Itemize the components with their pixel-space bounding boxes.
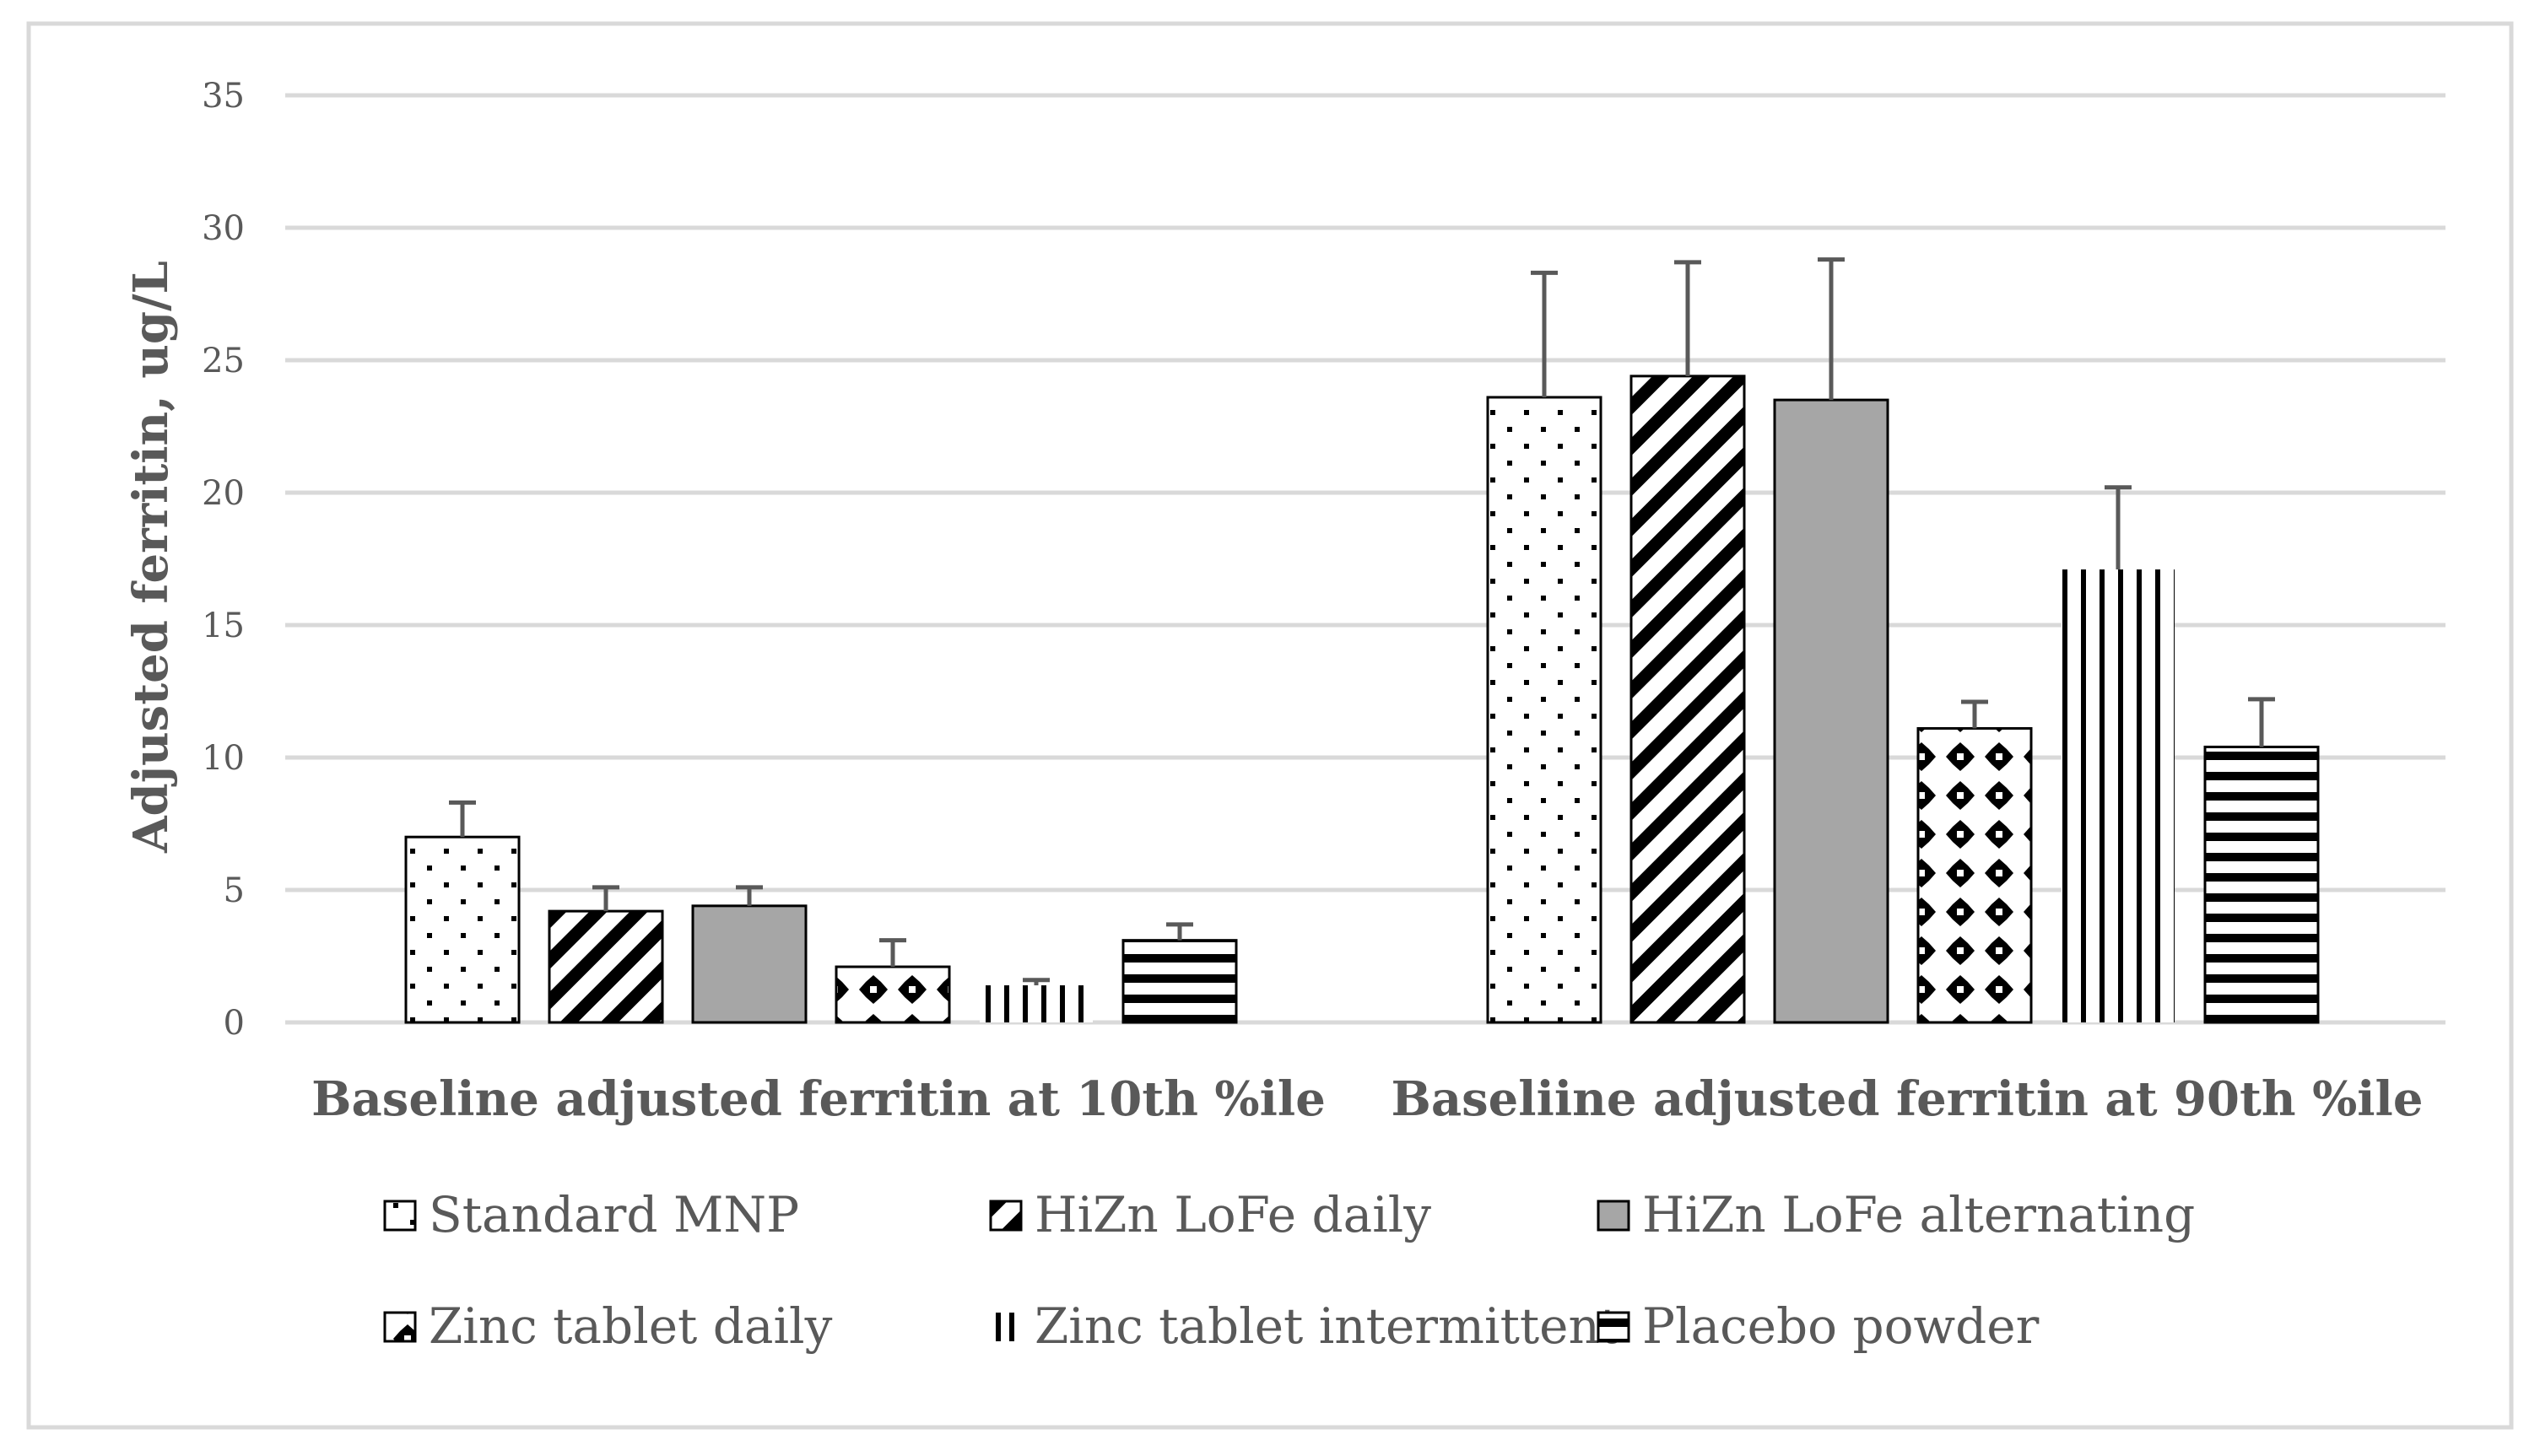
bar-vertical-1 [2062,569,2175,1022]
error-bars [449,257,2275,986]
x-category-label: Baseline adjusted ferritin at 10th %ile [311,1071,1326,1127]
error-bar [1166,922,1193,941]
y-tick-label: 25 [202,342,245,380]
legend-label: HiZn LoFe daily [1035,1186,1431,1243]
legend-swatch [1597,1200,1630,1232]
legend-item: Placebo powder [1597,1297,2040,1355]
legend-item: HiZn LoFe daily [989,1186,1431,1243]
error-bar [2248,697,2275,747]
bar-dots-0 [404,835,521,1024]
legend-swatch [1009,1313,1014,1341]
bar-solid-0 [691,904,808,1024]
legend-swatch [996,1313,1001,1341]
legend-item: Zinc tablet daily [383,1297,833,1355]
y-tick-label: 10 [202,739,245,778]
bars [404,375,2320,1024]
error-bar [1961,699,1988,729]
y-tick-label: 35 [202,77,245,116]
error-bar [1818,257,1845,401]
bar-horizontal-0 [1121,939,1238,1024]
error-bar [1674,260,1701,376]
legend-label: Standard MNP [429,1186,799,1243]
legend-item: HiZn LoFe alternating [1597,1186,2195,1243]
error-bar [2105,485,2132,570]
bar-dots-1 [1486,396,1602,1024]
bar-diamonds-0 [835,965,951,1024]
bar-vertical-0 [980,985,1093,1022]
bar-horizontal-1 [2203,745,2320,1024]
error-bar [1023,978,1050,986]
error-bar [592,885,619,912]
error-bar [1531,270,1558,397]
legend: Standard MNP HiZn LoFe daily HiZn LoFe alt… [383,1186,2195,1355]
y-tick-label: 15 [202,607,245,645]
legend-label: Zinc tablet intermittent [1035,1297,1619,1355]
error-bar [736,885,763,906]
error-bar [449,800,476,838]
legend-swatch [989,1200,1023,1232]
y-tick-label: 0 [224,1004,245,1043]
bar-diagonal-1 [1629,375,1746,1024]
y-axis-label: Adjusted ferritin, ug/L [123,261,179,854]
y-tick-label: 20 [202,474,245,513]
y-tick-label: 30 [202,209,245,248]
bar-diamonds-1 [1916,726,2033,1024]
legend-swatch [383,1200,417,1232]
legend-label: Placebo powder [1642,1297,2040,1355]
x-axis-categories: Baseline adjusted ferritin at 10th %ile B… [311,1071,2423,1127]
error-bar [879,938,906,968]
y-axis-ticks: 0 5 10 15 20 25 30 35 [202,77,245,1043]
legend-label: Zinc tablet daily [429,1297,833,1355]
legend-item: Standard MNP [383,1186,799,1243]
y-tick-label: 5 [224,871,245,910]
legend-swatch [1597,1311,1630,1343]
bar-diagonal-0 [548,909,664,1024]
legend-label: HiZn LoFe alternating [1642,1186,2195,1243]
legend-swatch [383,1311,417,1343]
bar-solid-1 [1773,398,1889,1024]
x-category-label: Baseliine adjusted ferritin at 90th %ile [1392,1071,2424,1127]
legend-item: Zinc tablet intermittent [996,1297,1619,1355]
